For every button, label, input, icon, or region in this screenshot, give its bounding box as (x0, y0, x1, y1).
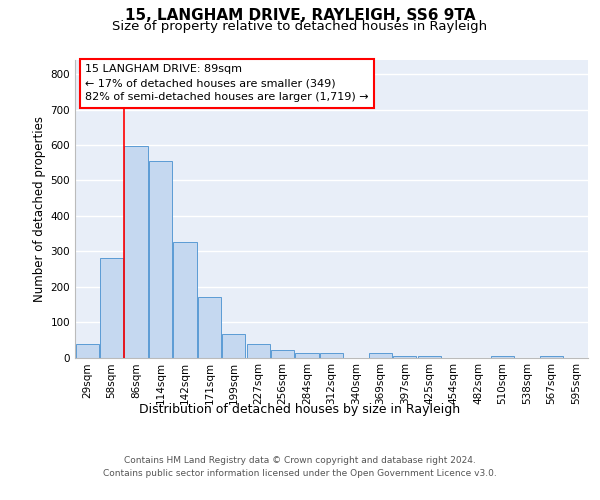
Text: Size of property relative to detached houses in Rayleigh: Size of property relative to detached ho… (112, 20, 488, 33)
Bar (540, 356, 563, 358)
Bar (76, 344, 99, 358)
Bar (418, 356, 441, 358)
Text: Contains HM Land Registry data © Crown copyright and database right 2024.
Contai: Contains HM Land Registry data © Crown c… (103, 456, 497, 477)
Text: 15 LANGHAM DRIVE: 89sqm
← 17% of detached houses are smaller (349)
82% of semi-d: 15 LANGHAM DRIVE: 89sqm ← 17% of detache… (85, 64, 369, 102)
Bar (369, 353, 392, 358)
Bar (393, 356, 416, 358)
Bar (198, 298, 221, 358)
Bar (247, 344, 270, 358)
Bar (320, 353, 343, 358)
Bar (124, 146, 148, 358)
Y-axis label: Number of detached properties: Number of detached properties (34, 116, 46, 302)
Bar (222, 334, 245, 357)
Bar (491, 356, 514, 358)
Text: 15, LANGHAM DRIVE, RAYLEIGH, SS6 9TA: 15, LANGHAM DRIVE, RAYLEIGH, SS6 9TA (125, 8, 475, 22)
Bar (100, 258, 123, 358)
Bar (149, 161, 172, 358)
Bar (271, 350, 294, 358)
Bar (295, 353, 319, 358)
Bar (173, 242, 197, 358)
Text: Distribution of detached houses by size in Rayleigh: Distribution of detached houses by size … (139, 402, 461, 415)
